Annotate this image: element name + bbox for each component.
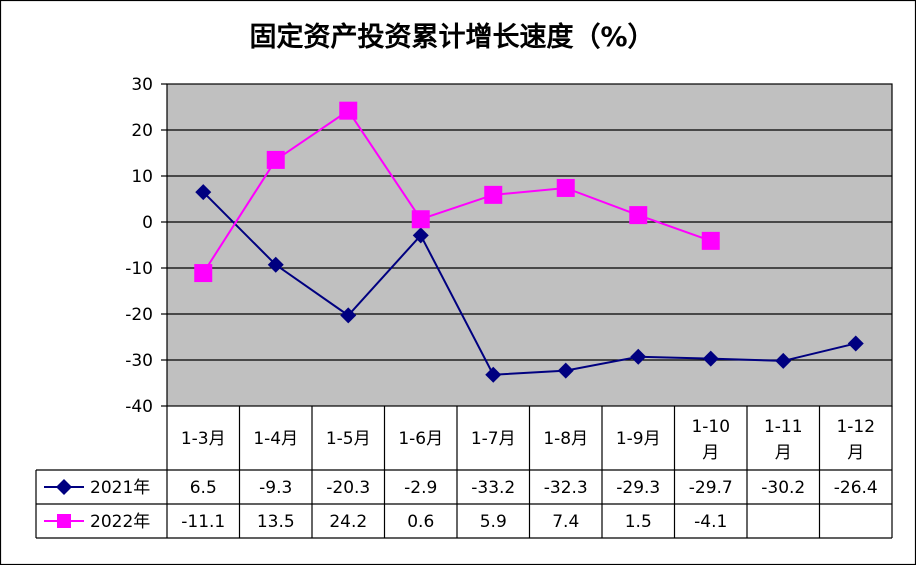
legend-square-marker (57, 514, 71, 528)
x-category-label: 月 (847, 443, 864, 463)
data-point-diamond (702, 350, 719, 367)
data-point-diamond (340, 307, 357, 324)
data-point-diamond (775, 352, 792, 369)
data-point-diamond (195, 184, 212, 201)
gridlines (167, 129, 892, 361)
y-tick-label: 30 (131, 75, 153, 95)
data-table: 1-3月 1-4月 1-5月 1-6月 1-7月 1-8月 1-9月 1-10 月 1-11 月 1-… (35, 406, 893, 539)
y-tick-label: 20 (131, 121, 153, 141)
series-line (202, 109, 712, 274)
table-value: 1.5 (625, 512, 652, 532)
chart-title: 固定资产投资累计增长速度（%） (249, 21, 654, 53)
x-category-label: 1-9月 (616, 429, 661, 449)
legend-diamond-marker (56, 479, 72, 495)
x-category-label: 月 (775, 443, 792, 463)
table-value: 24.2 (329, 512, 367, 532)
table-value: -32.3 (544, 478, 588, 498)
data-point-square (629, 206, 648, 225)
data-point-square (556, 178, 575, 197)
data-point-square (339, 101, 358, 120)
table-value: -29.3 (616, 478, 660, 498)
data-point-diamond (847, 335, 864, 352)
table-value: 5.9 (480, 512, 507, 532)
table-value: -11.1 (181, 512, 225, 532)
data-point-square (266, 150, 285, 169)
x-category-label: 1-3月 (181, 429, 226, 449)
series-line (202, 191, 856, 376)
y-tick-label: -10 (125, 259, 153, 279)
table-value: -29.7 (689, 478, 733, 498)
x-category-label: 1-5月 (326, 429, 371, 449)
x-category-label: 1-10 (691, 417, 730, 437)
table-value: 6.5 (190, 478, 217, 498)
table-value: 7.4 (552, 512, 579, 532)
y-axis: 30 20 10 0 -10 -20 -30 -40 (125, 75, 167, 417)
table-value: 0.6 (407, 512, 434, 532)
x-category-label: 1-11 (764, 417, 803, 437)
y-tick-label: -20 (125, 305, 153, 325)
data-point-diamond (630, 348, 647, 365)
x-category-label: 1-7月 (471, 429, 516, 449)
table-value: 13.5 (257, 512, 295, 532)
table-value: -4.1 (694, 512, 727, 532)
x-category-label: 1-12 (836, 417, 875, 437)
y-tick-label: 10 (131, 167, 153, 187)
table-value: -33.2 (471, 478, 515, 498)
data-point-square (194, 264, 213, 283)
data-point-square (411, 210, 430, 229)
data-point-diamond (267, 256, 284, 273)
data-point-diamond (557, 362, 574, 379)
table-value: -26.4 (834, 478, 878, 498)
data-point-square (484, 185, 503, 204)
legend-label: 2021年 (90, 478, 150, 498)
data-point-diamond (485, 366, 502, 383)
x-category-label: 月 (702, 443, 719, 463)
table-value: -30.2 (761, 478, 805, 498)
data-point-diamond (412, 227, 429, 244)
y-tick-label: -30 (125, 351, 153, 371)
legend-label: 2022年 (90, 512, 150, 532)
y-tick-label: 0 (142, 213, 153, 233)
y-tick-label: -40 (125, 397, 153, 417)
x-category-label: 1-8月 (543, 429, 588, 449)
plot-area (166, 83, 893, 407)
x-category-label: 1-6月 (398, 429, 443, 449)
table-value: -9.3 (259, 478, 292, 498)
table-value: -2.9 (404, 478, 437, 498)
data-point-square (701, 231, 720, 250)
x-category-label: 1-4月 (253, 429, 298, 449)
table-value: -20.3 (326, 478, 370, 498)
series-layer (194, 101, 864, 383)
